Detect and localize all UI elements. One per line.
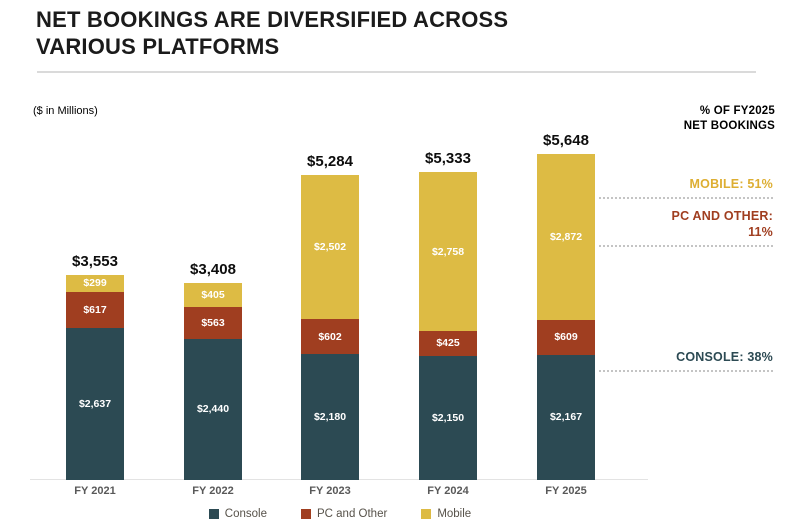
segment-value-label: $602 [318, 330, 342, 343]
bar-segment-console: $2,180 [301, 354, 359, 480]
bar-segment-mobile: $2,502 [301, 175, 359, 320]
dotted-leader-line-pc [599, 245, 773, 247]
legend-label-console: Console [224, 508, 267, 520]
x-axis-tick-label: FY 2021 [74, 485, 116, 497]
page-title-line2: VARIOUS PLATFORMS [36, 34, 280, 59]
segment-value-label: $2,758 [431, 245, 465, 258]
pc-and-other-swatch-icon [300, 509, 311, 519]
mobile-swatch-icon [421, 509, 432, 519]
right-header-line2: NET BOOKINGS [683, 120, 775, 132]
segment-value-label: $425 [436, 337, 460, 350]
segment-value-label: $563 [201, 316, 225, 329]
bar-segment-pc-and-other: $425 [419, 331, 477, 356]
x-axis-tick-label: FY 2022 [192, 485, 234, 497]
dotted-leader-line-console [599, 370, 773, 372]
bar-segment-pc-and-other: $609 [537, 319, 595, 355]
annotation-console-pct: CONSOLE: 38% [676, 350, 773, 364]
bar-segment-mobile: $405 [184, 283, 242, 307]
legend-item-mobile: Mobile [421, 508, 471, 520]
annotation-mobile-pct: MOBILE: 51% [689, 177, 773, 191]
segment-value-label: $2,637 [78, 397, 112, 410]
page-title-line1: NET BOOKINGS ARE DIVERSIFIED ACROSS [36, 7, 509, 32]
bar-segment-console: $2,167 [537, 354, 595, 480]
segment-value-label: $2,502 [313, 240, 347, 253]
right-column-header: % OF FY2025 NET BOOKINGS [684, 104, 775, 134]
segment-value-label: $405 [201, 288, 225, 301]
bar-total-label: $5,284 [307, 153, 353, 170]
dotted-leader-line-mobile [599, 197, 773, 199]
segment-value-label: $299 [83, 277, 107, 290]
bar-segment-console: $2,637 [66, 327, 124, 480]
annotation-pc-pct: PC AND OTHER: 11% [671, 209, 773, 239]
bar-total-label: $3,553 [72, 252, 118, 270]
right-header-line1: % OF FY2025 [699, 105, 775, 117]
segment-value-label: $2,180 [313, 410, 347, 423]
legend: Console PC and Other Mobile [35, 508, 645, 520]
title-divider [37, 71, 756, 73]
legend-item-console: Console [208, 508, 267, 520]
bar-segment-mobile: $2,758 [419, 172, 477, 332]
bar-segment-pc-and-other: $602 [301, 319, 359, 355]
bar-segment-console: $2,150 [419, 355, 477, 480]
segment-value-label: $2,440 [196, 403, 230, 416]
x-axis-tick-label: FY 2025 [545, 485, 587, 497]
segment-value-label: $609 [554, 331, 578, 344]
bar-segment-mobile: $2,872 [537, 154, 595, 320]
bar-total-label: $3,408 [190, 261, 236, 279]
segment-value-label: $2,167 [549, 411, 583, 424]
console-swatch-icon [208, 509, 219, 519]
bar-total-label: $5,333 [425, 150, 471, 168]
bar-segment-mobile: $299 [66, 274, 124, 293]
x-axis-tick-label: FY 2024 [427, 485, 469, 497]
segment-value-label: $2,872 [549, 230, 583, 243]
bar-segment-pc-and-other: $617 [66, 292, 124, 328]
legend-item-pc-and-other: PC and Other [300, 508, 388, 520]
segment-value-label: $2,150 [431, 411, 465, 424]
page-title: NET BOOKINGS ARE DIVERSIFIED ACROSS VARI… [36, 6, 508, 60]
legend-label-mobile: Mobile [437, 508, 472, 520]
bar-segment-pc-and-other: $563 [184, 306, 242, 340]
bar-total-label: $5,648 [543, 132, 589, 149]
bar-segment-console: $2,440 [184, 339, 242, 480]
units-note: ($ in Millions) [33, 105, 98, 117]
legend-label-pc-and-other: PC and Other [316, 508, 388, 520]
x-axis-tick-label: FY 2023 [309, 485, 351, 497]
segment-value-label: $617 [83, 303, 107, 316]
